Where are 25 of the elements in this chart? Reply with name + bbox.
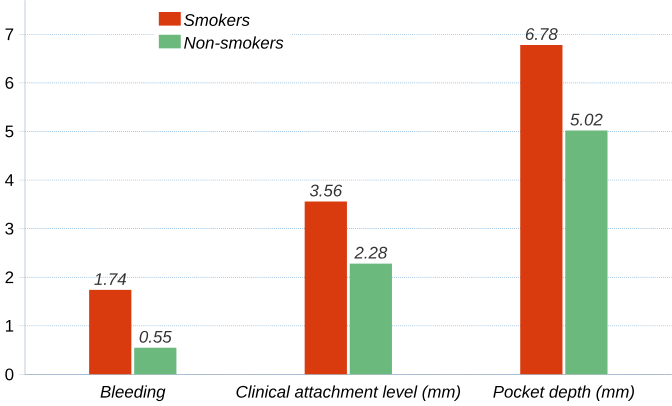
y-tick-label: 7 [6, 28, 14, 40]
legend-label: Smokers [184, 14, 250, 26]
bar [520, 45, 562, 375]
bar [565, 130, 608, 375]
data-label: 5.02 [570, 114, 603, 126]
y-tick-label: 4 [5, 174, 14, 186]
data-label: 3.56 [310, 184, 342, 197]
data-label: 2.28 [354, 246, 388, 259]
x-tick-label: Bleeding [100, 386, 166, 402]
legend-label: Non-smokers [184, 36, 284, 49]
y-tick-label: 1 [6, 320, 14, 332]
x-tick-label: Pocket depth (mm) [493, 386, 634, 402]
y-tick-label: 3 [5, 222, 14, 235]
y-tick-label: 2 [6, 271, 14, 284]
data-label: 1.74 [94, 273, 126, 286]
bar [350, 264, 392, 375]
data-label: 0.55 [140, 330, 172, 343]
y-tick-label: 0 [5, 368, 14, 380]
bar [304, 202, 347, 375]
x-tick-label: Clinical attachment level (mm) [236, 386, 460, 402]
bar [89, 290, 132, 375]
bar [134, 348, 176, 375]
y-tick-label: 6 [6, 77, 14, 89]
data-label: 6.78 [526, 28, 558, 40]
y-tick-label: 5 [5, 126, 14, 138]
